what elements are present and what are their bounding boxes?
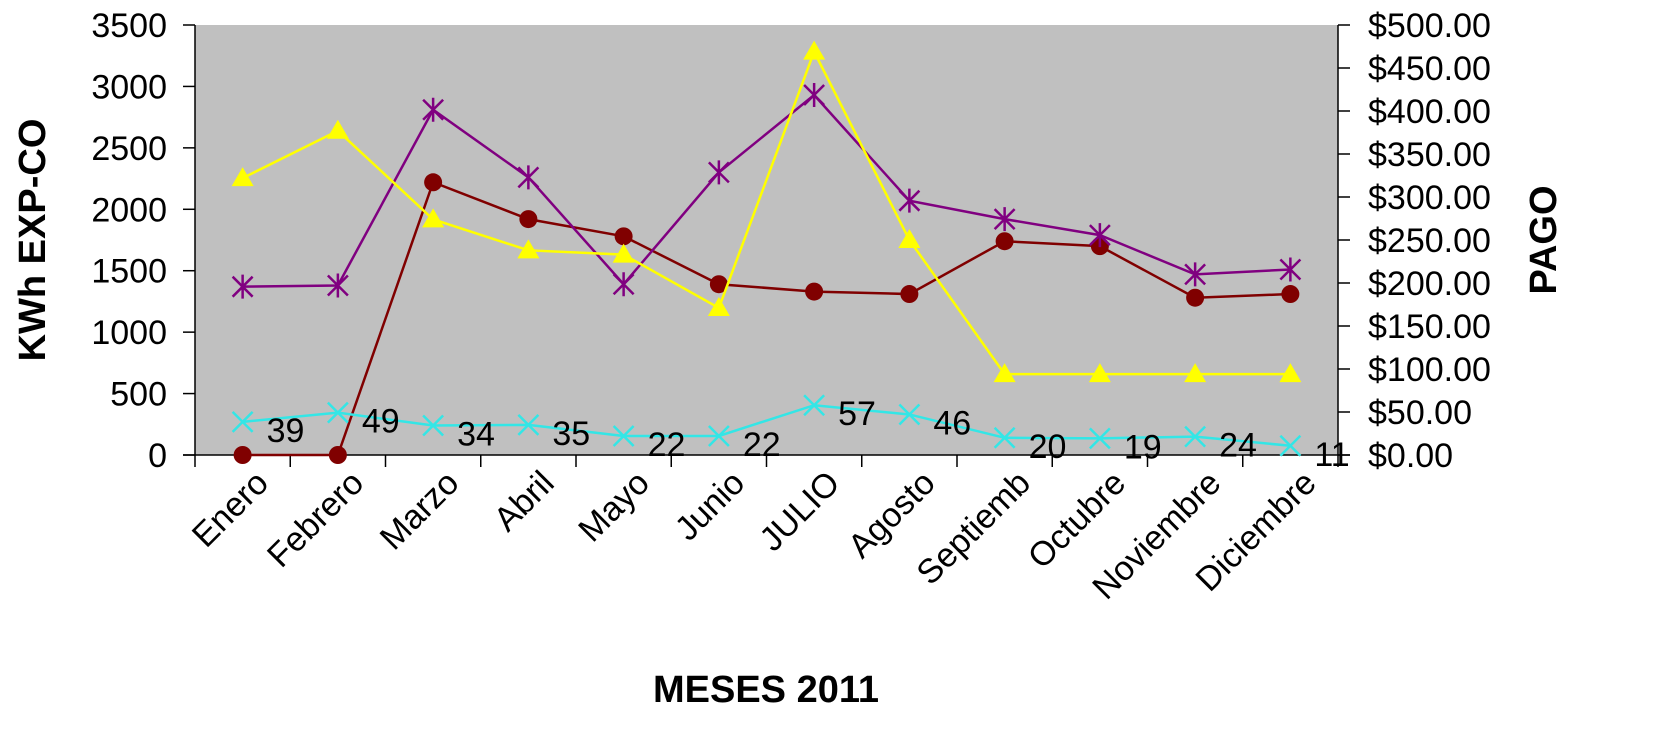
right-tick-label: $150.00 bbox=[1368, 308, 1491, 346]
left-tick-label: 3000 bbox=[91, 68, 167, 106]
left-tick-label: 3500 bbox=[91, 7, 167, 45]
series-4-data-label: 39 bbox=[267, 412, 305, 450]
series-1-point bbox=[519, 210, 538, 229]
series-1-point bbox=[900, 285, 919, 304]
x-tick-label: Febrero bbox=[260, 464, 371, 575]
right-tick-label: $500.00 bbox=[1368, 7, 1491, 45]
series-2-point bbox=[1088, 223, 1111, 248]
series-4-data-label: 35 bbox=[552, 415, 590, 453]
series-1-point bbox=[709, 275, 728, 294]
left-tick-label: 1000 bbox=[91, 314, 167, 352]
series-2-point bbox=[1184, 262, 1207, 287]
left-tick-label: 2000 bbox=[91, 191, 167, 229]
series-4-point bbox=[1184, 425, 1207, 448]
y-axis-title: KWh EXP-CO bbox=[12, 119, 54, 362]
x-tick-label: JULIO bbox=[752, 464, 847, 559]
series-1-point bbox=[1186, 288, 1205, 307]
series-2-point bbox=[993, 207, 1016, 232]
series-4-data-label: 57 bbox=[838, 395, 876, 433]
series-3-point bbox=[517, 239, 540, 259]
series-4-data-label: 24 bbox=[1219, 427, 1257, 465]
x-tick-label: Mayo bbox=[571, 464, 657, 550]
series-4-point bbox=[1088, 427, 1111, 450]
series-4-data-label: 11 bbox=[1314, 436, 1349, 474]
series-4-point bbox=[803, 394, 826, 417]
right-tick-label: $350.00 bbox=[1368, 136, 1491, 174]
series-3-point bbox=[612, 243, 635, 263]
series-1-point bbox=[805, 282, 824, 301]
x-tick-label: Junio bbox=[668, 464, 752, 548]
series-1-point bbox=[328, 446, 347, 464]
series-4-point bbox=[993, 426, 1016, 449]
series-1-point bbox=[614, 227, 633, 246]
right-tick-label: $200.00 bbox=[1368, 265, 1491, 303]
series-4-data-label: 46 bbox=[933, 404, 971, 442]
series-3-point bbox=[707, 296, 730, 316]
series-4-point bbox=[898, 403, 921, 426]
series-1-point bbox=[424, 173, 443, 192]
x-axis-title: MESES 2011 bbox=[653, 669, 879, 711]
right-tick-label: $450.00 bbox=[1368, 50, 1491, 88]
series-4-point bbox=[231, 410, 254, 433]
series-layer bbox=[231, 40, 1302, 464]
series-1-line bbox=[242, 180, 1291, 457]
series-1-point bbox=[995, 232, 1014, 251]
series-3-point bbox=[803, 40, 826, 60]
series-4-data-label: 22 bbox=[743, 426, 781, 464]
series-3-point bbox=[1184, 363, 1207, 383]
left-tick-label: 0 bbox=[148, 437, 167, 475]
series-2-point bbox=[898, 188, 921, 213]
right-tick-label: $100.00 bbox=[1368, 351, 1491, 389]
series-3-point bbox=[1088, 363, 1111, 383]
right-tick-label: $300.00 bbox=[1368, 179, 1491, 217]
series-4-line bbox=[242, 403, 1291, 448]
series-1-point bbox=[1281, 285, 1300, 304]
series-4-point bbox=[422, 414, 445, 437]
series-3-point bbox=[326, 119, 349, 139]
series-1-point bbox=[233, 446, 252, 464]
series-2-point bbox=[231, 274, 254, 299]
left-tick-label: 1500 bbox=[91, 253, 167, 291]
series-3-point bbox=[898, 229, 921, 248]
series-3-point bbox=[231, 167, 254, 187]
series-4-data-label: 49 bbox=[362, 403, 400, 441]
series-2-point bbox=[803, 83, 826, 108]
series-3-point bbox=[1279, 363, 1302, 383]
series-4-point bbox=[517, 414, 540, 436]
series-2-point bbox=[612, 272, 635, 297]
series-4-point bbox=[1279, 434, 1302, 457]
right-tick-label: $50.00 bbox=[1368, 394, 1472, 432]
x-tick-label: Marzo bbox=[373, 464, 467, 558]
series-3-point bbox=[993, 363, 1016, 383]
series-4-data-label: 20 bbox=[1029, 428, 1067, 466]
right-tick-label: $0.00 bbox=[1368, 437, 1453, 475]
x-tick-label: Abril bbox=[487, 464, 562, 539]
labels-layer: 39 49 34 35 22 22 57 46 20 19 24 11 bbox=[267, 395, 1350, 474]
x-tick-label: Enero bbox=[185, 464, 276, 555]
series-4-data-label: 22 bbox=[648, 426, 686, 464]
series-4-point bbox=[326, 401, 349, 424]
right-tick-label: $400.00 bbox=[1368, 93, 1491, 131]
series-4-point bbox=[612, 425, 635, 447]
right-tick-label: $250.00 bbox=[1368, 222, 1491, 260]
y2-axis-title: PAGO bbox=[1523, 185, 1565, 294]
series-2-point bbox=[517, 165, 540, 190]
series-4-data-label: 19 bbox=[1124, 428, 1162, 466]
series-4-data-label: 34 bbox=[457, 416, 495, 454]
left-tick-label: 2500 bbox=[91, 130, 167, 168]
series-2-point bbox=[422, 97, 445, 122]
left-tick-label: 500 bbox=[110, 376, 167, 414]
series-2-point bbox=[326, 273, 349, 298]
series-2-line bbox=[242, 93, 1291, 288]
plot-area bbox=[195, 25, 1338, 455]
series-3-point bbox=[422, 208, 445, 228]
series-2-point bbox=[707, 160, 730, 185]
series-3-line bbox=[242, 48, 1291, 376]
series-4-point bbox=[707, 425, 730, 447]
series-2-point bbox=[1279, 257, 1302, 282]
